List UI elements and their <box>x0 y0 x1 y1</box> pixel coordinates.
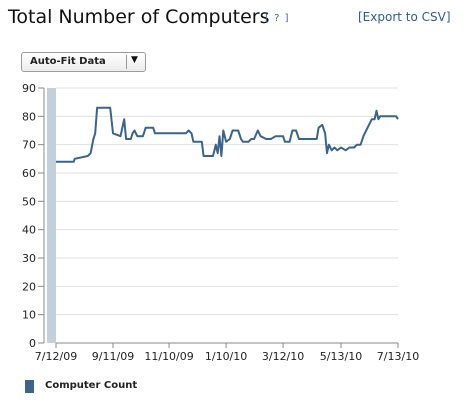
x-tick-label: 7/12/09 <box>35 350 77 363</box>
x-tick-label: 5/13/10 <box>320 350 362 363</box>
y-tick-label: 20 <box>22 280 36 293</box>
legend-swatch <box>25 380 34 393</box>
y-tick-label: 10 <box>22 309 36 322</box>
y-tick-label: 60 <box>22 167 36 180</box>
help-link[interactable]: [ ? ] <box>265 13 290 24</box>
export-csv-link[interactable]: [Export to CSV] <box>358 10 451 24</box>
page-title: Total Number of Computers <box>8 6 270 28</box>
x-tick-label: 11/10/09 <box>144 350 193 363</box>
dropdown-divider <box>126 55 127 69</box>
legend-label[interactable]: Computer Count <box>45 380 138 391</box>
auto-fit-label: Auto-Fit Data <box>30 56 106 67</box>
selection-band <box>47 88 56 343</box>
chevron-down-icon[interactable]: ▼ <box>131 55 138 65</box>
y-tick-label: 70 <box>22 139 36 152</box>
y-tick-label: 0 <box>29 337 36 350</box>
x-tick-label: 3/12/10 <box>262 350 304 363</box>
x-tick-label: 7/13/10 <box>377 350 419 363</box>
y-tick-label: 40 <box>22 224 36 237</box>
y-tick-label: 30 <box>22 252 36 265</box>
y-tick-label: 90 <box>22 82 36 95</box>
x-tick-label: 9/11/09 <box>92 350 134 363</box>
series-line <box>56 106 399 163</box>
x-tick-label: 1/10/10 <box>205 350 247 363</box>
y-tick-label: 50 <box>22 195 36 208</box>
y-tick-label: 80 <box>22 110 36 123</box>
auto-fit-dropdown[interactable]: Auto-Fit Data ▼ <box>21 52 146 72</box>
